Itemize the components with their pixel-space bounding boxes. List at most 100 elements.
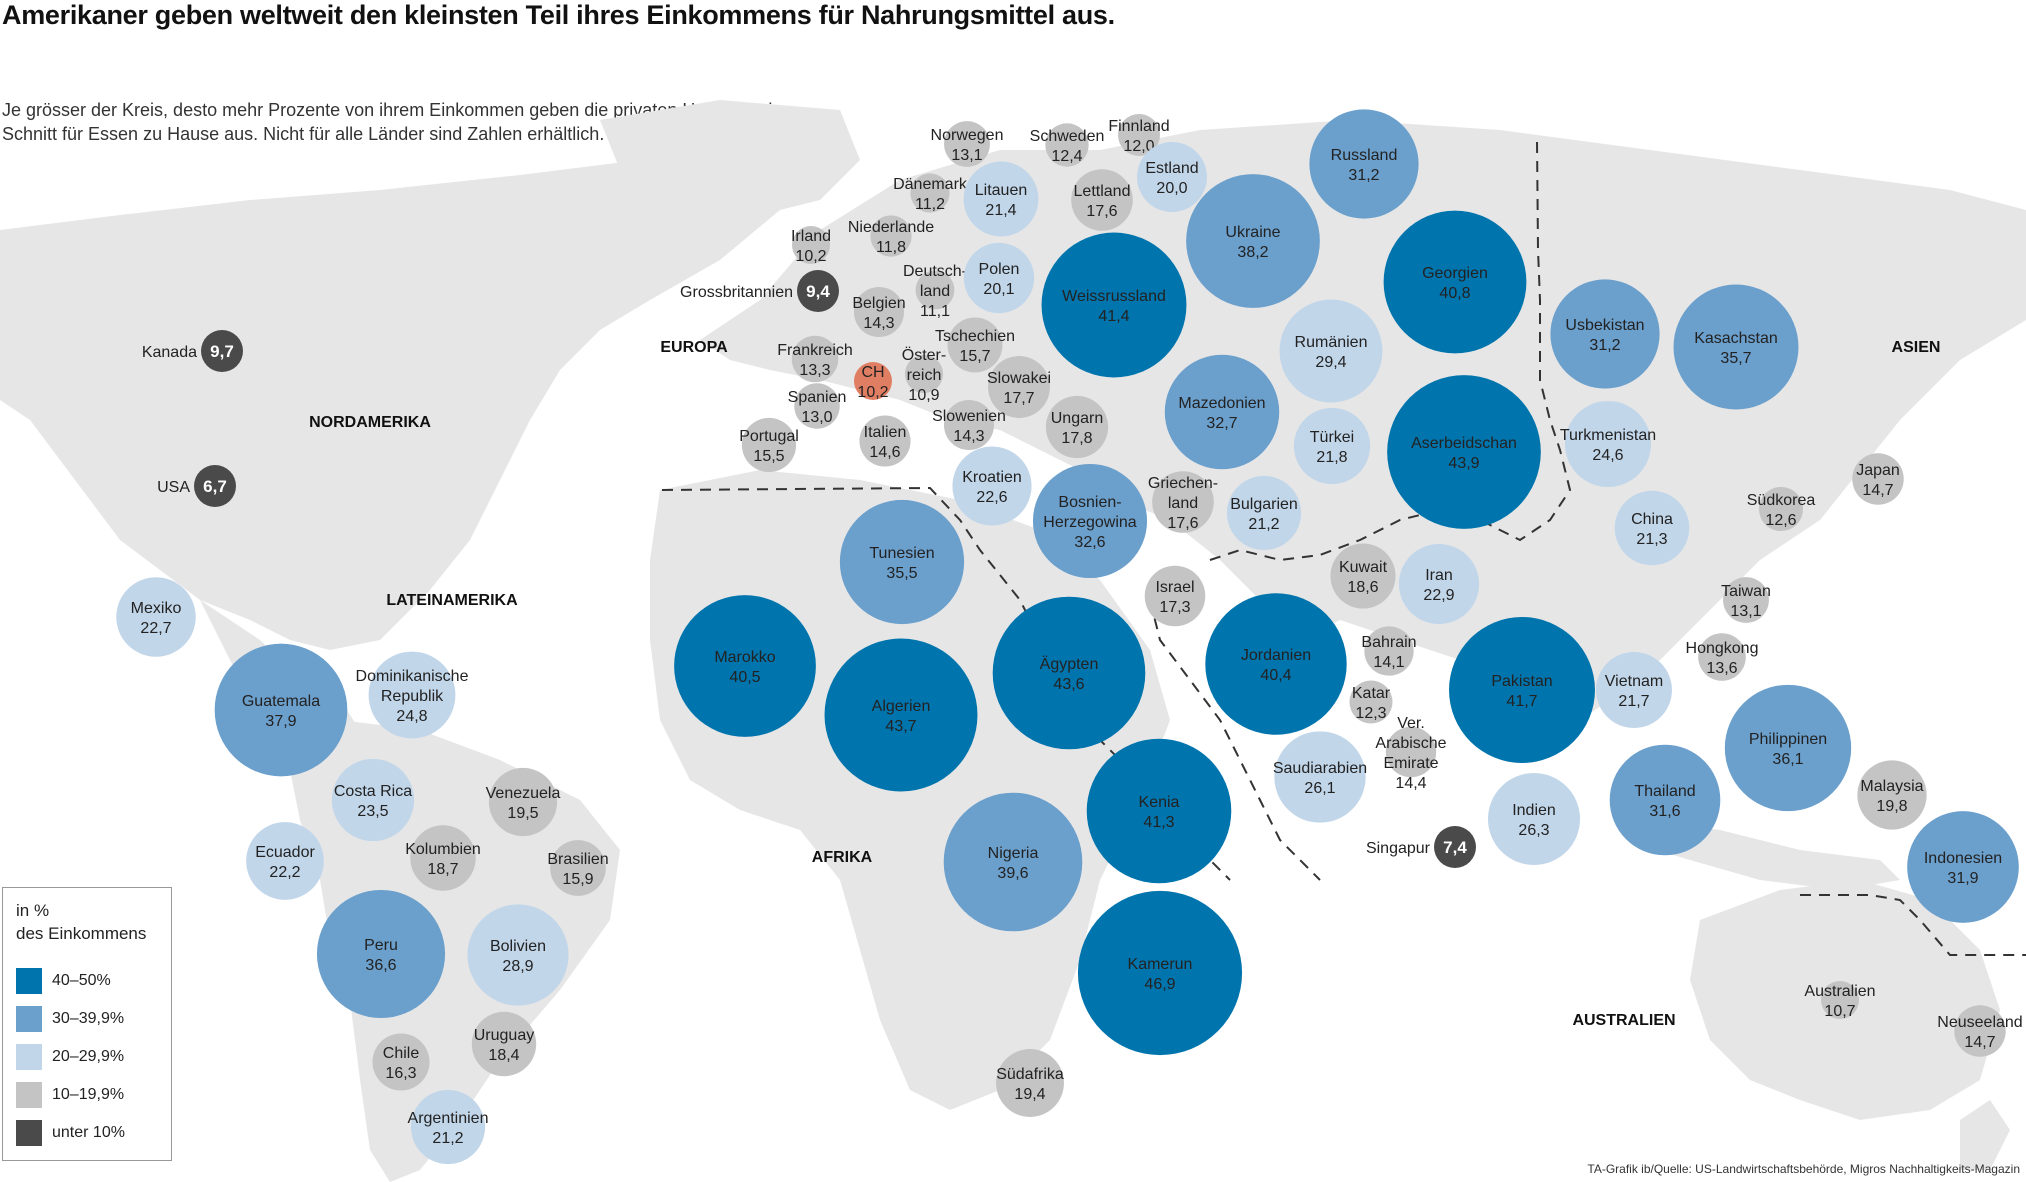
country-bubble: 9,4 Grossbritannien <box>680 270 839 312</box>
bubble-value: 43,6 <box>1053 676 1084 693</box>
legend-title: in % des Einkommens <box>16 899 146 945</box>
bubble-value: 11,8 <box>876 239 906 256</box>
bubble-country-name: China <box>1631 511 1673 528</box>
legend-label: 20–29,9% <box>52 1048 125 1065</box>
bubble-circle <box>1398 543 1480 625</box>
bubble-circle <box>116 577 196 657</box>
bubble-circle <box>988 356 1050 418</box>
bubble-circle <box>1614 490 1690 566</box>
bubble-value: 40,4 <box>1260 667 1291 684</box>
bubble-circle <box>1032 463 1148 579</box>
bubble-value: 40,5 <box>729 669 760 686</box>
bubble-country-name: Indonesien <box>1924 850 2002 867</box>
bubble-value: 15,9 <box>562 871 593 888</box>
bubble-circle <box>944 121 990 167</box>
bubble-country-name: Georgien <box>1422 265 1488 282</box>
bubble-circle <box>943 399 995 451</box>
bubble-country-name: land <box>1168 495 1198 512</box>
bubble-circle <box>952 446 1032 526</box>
bubble-country-name: Philippinen <box>1749 731 1827 748</box>
bubble-value: 22,6 <box>976 489 1007 506</box>
bubble-value: 12,4 <box>1051 148 1082 165</box>
bubble-circle <box>1071 169 1133 231</box>
country-bubble: Slowakei 17,7 <box>987 356 1051 418</box>
bubble-circle <box>331 758 415 842</box>
bubble-value: 15,7 <box>959 348 990 365</box>
country-bubble: Bulgarien 21,2 <box>1226 475 1302 551</box>
country-bubble: Ägypten 43,6 <box>992 596 1146 750</box>
bubble-circle <box>854 362 892 400</box>
bubble-value: 19,5 <box>507 805 538 822</box>
bubble-country-name: Mexiko <box>131 600 182 617</box>
chart-subtitle: Je grösser der Kreis, desto mehr Prozent… <box>2 100 788 144</box>
bubble-country-name: Marokko <box>714 649 775 666</box>
bubble-value: 35,5 <box>886 565 917 582</box>
bubble-value: 41,4 <box>1098 308 1129 325</box>
country-bubble: Hongkong 13,6 <box>1686 633 1759 681</box>
bubble-country-name: Guatemala <box>242 693 320 710</box>
bubble-value: 9,7 <box>210 342 234 361</box>
bubble-value: 10,2 <box>795 248 826 265</box>
legend-item-c10: 10–19,9% <box>16 1082 124 1108</box>
country-bubble: Mazedonien 32,7 <box>1164 354 1280 470</box>
bubble-circle <box>1857 760 1927 830</box>
bubble-circle <box>1164 354 1280 470</box>
bubble-value: 31,6 <box>1649 803 1680 820</box>
bubble-value: 18,6 <box>1347 579 1378 596</box>
bubble-country-name: Italien <box>864 424 907 441</box>
bubble-country-name: Tschechien <box>935 328 1015 345</box>
bubble-country-name: Rumänien <box>1295 334 1368 351</box>
country-bubble: Portugal 15,5 <box>739 417 799 473</box>
legend-title-line2: des Einkommens <box>16 924 147 943</box>
bubble-value: 20,1 <box>983 281 1014 298</box>
bubble-value: 24,6 <box>1592 447 1623 464</box>
country-bubble: Bahrain 14,1 <box>1361 626 1417 676</box>
bubble-circle <box>316 889 446 1019</box>
bubble-value: 31,2 <box>1348 167 1379 184</box>
bubble-country-name: Polen <box>979 261 1020 278</box>
bubble-value: 14,3 <box>953 428 984 445</box>
bubble-value: 32,7 <box>1206 415 1237 432</box>
bubble-country-name: Frankreich <box>777 342 853 359</box>
bubble-circle <box>963 161 1039 237</box>
bubble-circle <box>1041 232 1187 378</box>
bubble-country-name: Hongkong <box>1686 640 1759 657</box>
country-bubble: Iran 22,9 <box>1398 543 1480 625</box>
country-bubble: Kenia 41,3 <box>1086 738 1232 884</box>
bubble-value: 11,1 <box>920 303 950 320</box>
country-bubble: Turkmenistan 24,6 <box>1560 400 1656 488</box>
country-bubble: Australien 10,7 <box>1804 981 1876 1020</box>
bubble-value: 17,3 <box>1159 599 1190 616</box>
bubble-value: 13,1 <box>1730 603 1761 620</box>
country-bubble: 7,4 Singapur <box>1366 826 1476 868</box>
bubble-circle <box>201 330 243 372</box>
bubble-circle <box>1673 284 1799 410</box>
legend: in % des Einkommens 40–50% 30–39,9% 20–2… <box>2 887 172 1161</box>
bubble-value: 23,5 <box>357 803 388 820</box>
bubble-value: 35,7 <box>1720 350 1751 367</box>
bubble-country-name: Griechen- <box>1148 475 1218 492</box>
bubble-country-name: Turkmenistan <box>1560 427 1656 444</box>
legend-swatch <box>16 1120 42 1146</box>
bubble-circle <box>1118 114 1160 156</box>
country-bubble: Kuwait 18,6 <box>1330 543 1396 609</box>
bubble-country-name: Emirate <box>1383 755 1438 772</box>
bubble-country-name: Brasilien <box>547 851 608 868</box>
country-bubble: Israel 17,3 <box>1144 565 1206 627</box>
legend-swatch <box>16 1044 42 1070</box>
bubble-value: 20,0 <box>1156 180 1187 197</box>
bubble-value: 12,3 <box>1355 705 1386 722</box>
bubble-country-name: Katar <box>1352 685 1391 702</box>
region-label-nordamerika: NORDAMERIKA <box>309 414 431 431</box>
bubble-country-name: Vietnam <box>1605 673 1663 690</box>
bubble-value: 17,6 <box>1086 203 1117 220</box>
bubble-value: 11,2 <box>915 196 945 213</box>
bubble-value: 22,7 <box>140 620 171 637</box>
legend-swatch <box>16 1082 42 1108</box>
country-bubble: Finnland 12,0 <box>1108 114 1170 156</box>
bubble-value: 18,7 <box>427 861 458 878</box>
country-bubble: Ver. Arabische Emirate 14,4 <box>1375 715 1446 792</box>
bubble-country-name: reich <box>907 367 942 384</box>
legend-item-c20: 20–29,9% <box>16 1044 124 1070</box>
country-bubble: Bolivien 28,9 <box>467 904 569 1006</box>
